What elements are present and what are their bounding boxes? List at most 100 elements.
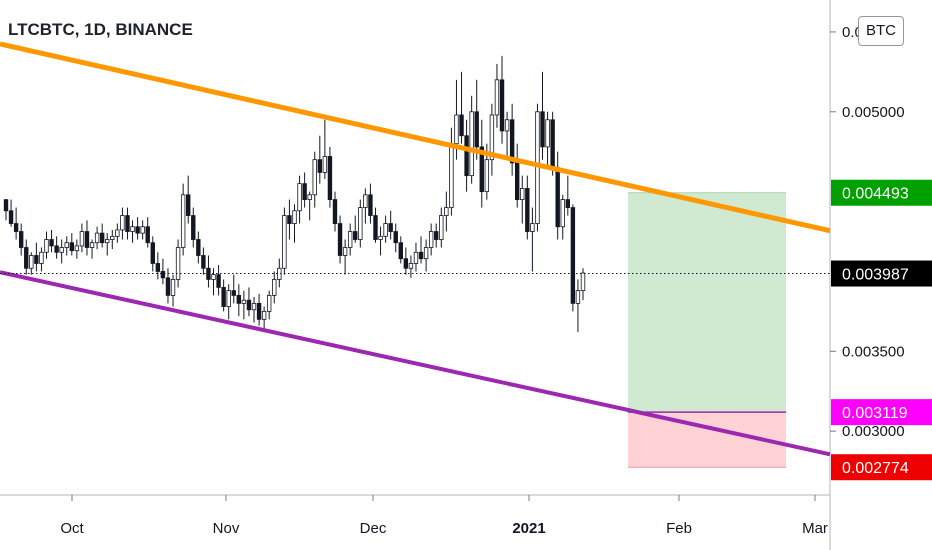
candle-body [489, 114, 495, 161]
candle-body [13, 223, 19, 232]
candle-body [353, 231, 358, 240]
candle-body [241, 299, 247, 304]
target-zone[interactable] [628, 192, 786, 413]
candle-body [509, 119, 515, 164]
candle-body [59, 247, 64, 253]
candle-body [170, 279, 176, 296]
candle-body [221, 287, 226, 307]
x-axis-ticks: Oct Nov Dec 2021 Feb Mar [60, 495, 828, 537]
upper-trendline[interactable] [0, 41, 831, 234]
candle-body [231, 290, 236, 296]
candle-body [570, 207, 576, 304]
candle-body [110, 235, 115, 240]
candle-body [454, 114, 459, 145]
candle-body [423, 247, 429, 260]
x-tick-label: Nov [213, 520, 240, 537]
candle-body [327, 156, 333, 200]
candle-body [494, 79, 500, 116]
candle-body [545, 119, 550, 148]
candle-body [388, 223, 393, 232]
candle-body [24, 247, 29, 269]
candle-body [449, 143, 454, 208]
candle-body [393, 231, 398, 244]
candle-body [337, 223, 343, 256]
candle-body [155, 263, 161, 272]
symbol-title: LTCBTC, 1D, BINANCE [8, 20, 193, 39]
candle-body [256, 302, 262, 320]
candle-body [413, 251, 419, 264]
candle-body [368, 194, 373, 216]
candle-body [150, 242, 155, 264]
candle-body [180, 194, 186, 248]
currency-button[interactable]: BTC [858, 16, 904, 46]
candle-body [99, 232, 105, 244]
candle-body [565, 199, 571, 208]
candle-body [469, 111, 474, 177]
candle-body [251, 302, 257, 311]
candle-body [160, 271, 166, 279]
candle-body [105, 239, 110, 244]
candle-body [94, 232, 100, 244]
candle-body [125, 215, 130, 232]
candle-body [428, 231, 434, 248]
lower-trendline[interactable] [0, 270, 831, 457]
candle-body [69, 242, 74, 252]
candle-body [216, 274, 221, 288]
candle-body [302, 183, 307, 200]
candle-body [322, 156, 328, 173]
candle-body [434, 231, 439, 240]
stop-price-label: 0.003119 [842, 405, 908, 422]
candle-body [408, 263, 414, 269]
candle-body [84, 231, 90, 248]
x-tick-label: Oct [60, 520, 84, 537]
candle-body [175, 247, 181, 280]
candle-body [49, 239, 54, 247]
candle-body [135, 226, 140, 234]
x-tick-label: Mar [802, 520, 828, 537]
current-price-label-bg [831, 260, 932, 287]
candle-body [403, 258, 409, 269]
stop-price-label-bg [831, 399, 932, 426]
x-tick-label: 2021 [512, 520, 545, 537]
candle-body [398, 242, 403, 260]
candle-body [439, 215, 444, 240]
candle-body [246, 299, 252, 311]
candle-body [54, 245, 59, 253]
candle-body [211, 274, 216, 280]
candle-body [266, 295, 272, 312]
candle-body [191, 215, 196, 240]
candle-body [74, 245, 80, 252]
target-price-label: 0.004493 [842, 186, 909, 203]
candle-body [79, 231, 85, 247]
candle-body [201, 255, 206, 269]
candle-body [64, 242, 69, 248]
current-price-label: 0.003987 [842, 267, 909, 284]
stop-zone-price-label: 0.002774 [842, 460, 909, 477]
candle-body [236, 295, 242, 304]
candle-body [499, 79, 505, 132]
candle-body [347, 231, 353, 248]
candle-body [292, 210, 297, 224]
target-price-label-bg [831, 179, 932, 206]
candle-body [474, 111, 479, 148]
candle-body [115, 229, 120, 237]
candle-body [580, 272, 586, 292]
candle-body [555, 167, 560, 228]
candle-body [44, 239, 49, 253]
price-labels: 0.004493 0.003987 0.003119 0.002774 [831, 179, 932, 481]
candle-body [317, 159, 323, 173]
candle-body [444, 207, 449, 216]
candle-body [29, 255, 34, 269]
candle-body [479, 146, 484, 193]
candle-body [165, 277, 171, 296]
candle-body [530, 223, 535, 232]
candle-body [226, 290, 231, 307]
candle-body [418, 251, 424, 260]
candle-body [3, 199, 9, 212]
candles-group [3, 55, 586, 333]
candle-body [342, 247, 348, 256]
candle-body [332, 199, 338, 224]
candle-body [363, 194, 368, 208]
candle-body [383, 223, 388, 237]
